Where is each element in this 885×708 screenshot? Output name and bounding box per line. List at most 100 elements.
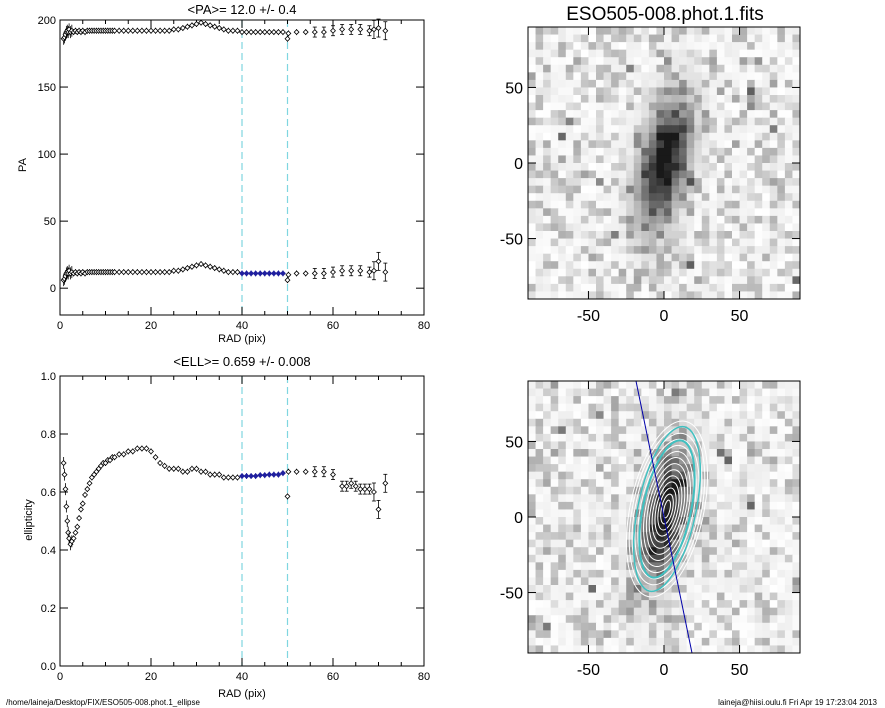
- img1-pixel: [686, 170, 695, 179]
- img1-pixel: [596, 185, 605, 194]
- img2-pixel: [701, 547, 710, 556]
- img1-pixel: [528, 57, 537, 66]
- img1-pixel: [686, 223, 695, 232]
- img1-pixel: [709, 102, 718, 111]
- img1-pixel: [762, 102, 771, 111]
- img2-pixel: [784, 501, 793, 510]
- img2-pixel: [754, 494, 763, 503]
- img2-pixel: [664, 403, 673, 412]
- img1-pixel: [694, 170, 703, 179]
- img1-pixel: [747, 87, 756, 96]
- img1-pixel: [724, 147, 733, 156]
- img1-pixel: [565, 170, 574, 179]
- img1-pixel: [573, 102, 582, 111]
- img1-pixel: [769, 238, 778, 247]
- img2-pixel: [603, 441, 612, 450]
- img2-pixel: [792, 630, 801, 639]
- img2-pixel: [558, 554, 567, 563]
- img2-pixel: [626, 479, 635, 488]
- img1-pixel: [784, 178, 793, 187]
- img2-pixel: [603, 600, 612, 609]
- img2-pixel: [754, 433, 763, 442]
- img2-pixel: [686, 554, 695, 563]
- img2-pixel: [603, 615, 612, 624]
- img1-pixel: [671, 155, 680, 164]
- img2-pixel: [550, 433, 559, 442]
- img1-pixel: [762, 231, 771, 240]
- img2-pixel: [633, 464, 642, 473]
- img1-pixel: [535, 117, 544, 126]
- img1-pixel: [558, 178, 567, 187]
- img2-pixel: [732, 517, 741, 526]
- img1-pixel: [656, 147, 665, 156]
- img2-pixel: [641, 622, 650, 631]
- img1-pixel: [580, 276, 589, 285]
- pa-data-point: [198, 19, 205, 26]
- pa-data-point: [320, 29, 327, 36]
- img1-pixel: [769, 231, 778, 240]
- pa-data-point: [202, 262, 209, 269]
- img2-contour: [631, 432, 703, 586]
- ell-data-point: [361, 486, 368, 493]
- img1-pixel: [626, 125, 635, 134]
- img2-pixel: [777, 418, 786, 427]
- img1-pixel: [648, 147, 657, 156]
- img1-pixel: [686, 147, 695, 156]
- img1-pixel: [558, 87, 567, 96]
- img1-pixel: [701, 268, 710, 277]
- ell-data-point: [77, 506, 84, 513]
- img1-pixel: [762, 140, 771, 149]
- img1-pixel: [777, 178, 786, 187]
- img1-pixel: [588, 208, 597, 217]
- img2-pixel: [679, 501, 688, 510]
- img2-pixel: [648, 449, 657, 458]
- img1-pixel: [732, 291, 741, 300]
- img2-pixel: [618, 494, 627, 503]
- img1-pixel: [777, 57, 786, 66]
- img2-pixel: [769, 381, 778, 390]
- img2-pixel: [656, 433, 665, 442]
- img2-pixel: [535, 524, 544, 533]
- img1-pixel: [573, 27, 582, 36]
- img2-pixel: [754, 396, 763, 405]
- img1-pixel: [558, 193, 567, 202]
- img1-pixel: [528, 27, 537, 36]
- img2-pixel: [709, 418, 718, 427]
- img1-pixel: [769, 102, 778, 111]
- img2-pixel: [671, 433, 680, 442]
- img2-pixel: [754, 630, 763, 639]
- img1-pixel: [724, 27, 733, 36]
- img1-pixel: [528, 34, 537, 43]
- img2-pixel: [732, 569, 741, 578]
- img2-pixel: [588, 622, 597, 631]
- img1-pixel: [724, 223, 733, 232]
- img2-pixel: [626, 524, 635, 533]
- img1-pixel: [694, 246, 703, 255]
- img1-pixel: [528, 200, 537, 209]
- img2-pixel: [724, 547, 733, 556]
- img2-pixel: [784, 547, 793, 556]
- img2-pixel: [588, 449, 597, 458]
- img2-pixel: [754, 418, 763, 427]
- img1-pixel: [777, 208, 786, 217]
- img1-pixel: [603, 185, 612, 194]
- img2-pixel: [732, 637, 741, 646]
- img2-pixel: [671, 585, 680, 594]
- img2-pixel: [664, 418, 673, 427]
- img1-pixel: [664, 261, 673, 270]
- img2-pixel: [656, 456, 665, 465]
- img2-pixel: [565, 479, 574, 488]
- img1-pixel: [724, 42, 733, 51]
- img1-pixel: [543, 200, 552, 209]
- img1-pixel: [701, 185, 710, 194]
- img1-pixel: [769, 132, 778, 141]
- img1-pixel: [709, 49, 718, 58]
- img1-pixel: [588, 140, 597, 149]
- img1-pixel: [739, 79, 748, 88]
- img1-pixel: [732, 140, 741, 149]
- img2-pixel: [694, 501, 703, 510]
- img2-pixel: [709, 547, 718, 556]
- img2-pixel: [686, 585, 695, 594]
- img2-pixel: [528, 562, 537, 571]
- img2-pixel: [565, 411, 574, 420]
